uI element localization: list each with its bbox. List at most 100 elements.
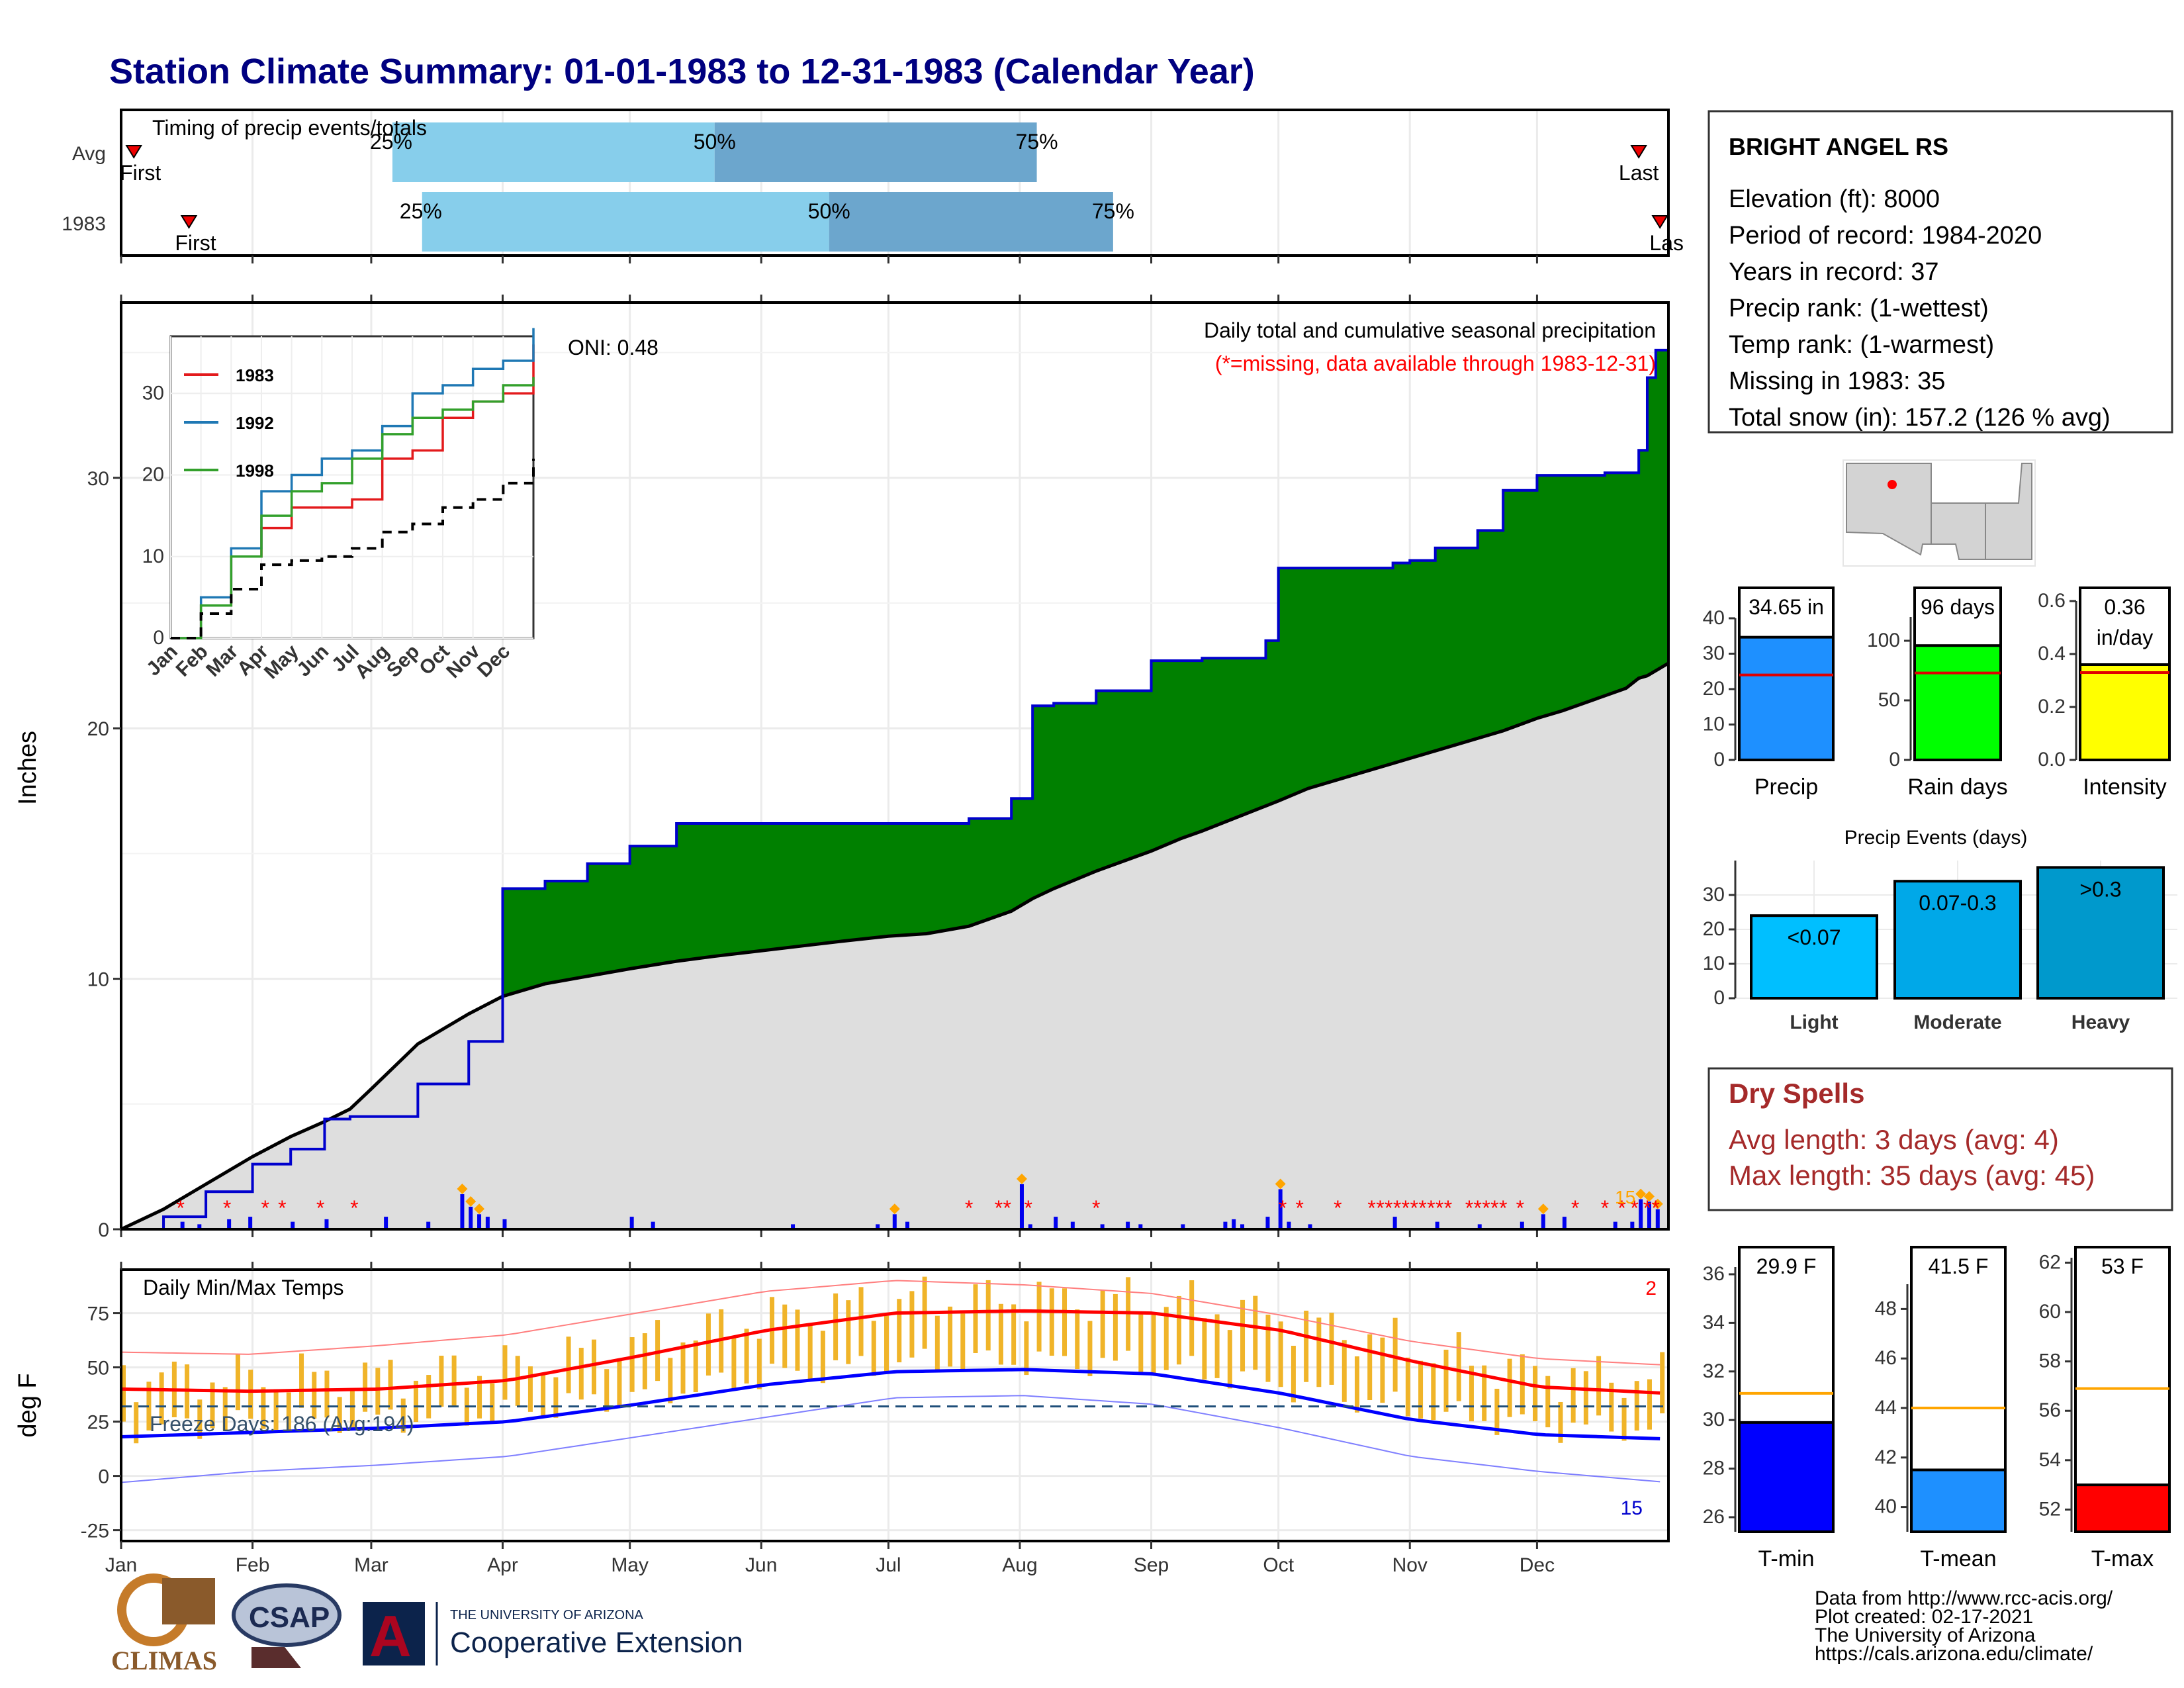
timing-last-label-0: Last [1619, 161, 1659, 185]
climas-logo[interactable]: CLIMAS [111, 1573, 217, 1675]
station-line-temp-rank: Temp rank: (1-warmest) [1729, 331, 1994, 359]
main-y-ticks: 0 10 20 30 [87, 468, 121, 1241]
temp-panel: Daily Min/Max Temps 2 15 Freeze Days: 18… [14, 1262, 1670, 1576]
summary-tick-label-tmax-1: 54 [2039, 1449, 2061, 1471]
summary-value-label-precip: 34.65 in [1749, 595, 1824, 619]
events-tick-label-2: 20 [1703, 918, 1725, 940]
missing-star-24: * [1465, 1196, 1473, 1220]
timing-panel-label: Timing of precip events/totals [152, 116, 427, 140]
summary-tick-label-tmin-3: 32 [1703, 1360, 1725, 1382]
credit-line-1: Data from http://www.rcc-acis.org/ [1815, 1587, 2113, 1609]
temp-range-bar-297 [1380, 1337, 1385, 1403]
temp-range-bar-273 [1278, 1321, 1283, 1387]
daily-bar-22 [1070, 1221, 1075, 1229]
temp-range-bar-222 [1062, 1288, 1068, 1356]
daily-bar-39 [1562, 1217, 1567, 1229]
summary-tick-label-raindays-1: 50 [1878, 689, 1900, 711]
temp-range-bar-99 [541, 1374, 546, 1416]
station-info-box: BRIGHT ANGEL RS Elevation (ft): 8000 Per… [1707, 110, 2173, 434]
temp-range-bar-72 [426, 1375, 432, 1419]
month-label-10: Nov [1392, 1554, 1428, 1576]
temp-range-bar-42 [299, 1353, 304, 1408]
inset-chart: 1983199219980102030JanFebMarAprMayJunJul… [142, 328, 535, 683]
missing-star-32: * [1617, 1196, 1625, 1220]
inset-series-line-3 [171, 458, 535, 639]
temp-range-bar-225 [1075, 1309, 1080, 1370]
temp-range-bar-108 [578, 1348, 584, 1400]
temp-panel-label: Daily Min/Max Temps [143, 1276, 343, 1299]
summary-tick-label-tmax-2: 56 [2039, 1399, 2061, 1421]
station-line-years: Years in record: 37 [1729, 258, 1939, 286]
missing-star-29: * [1516, 1196, 1524, 1220]
missing-star-35: * [1652, 1196, 1660, 1220]
summary-bar-precip [1738, 635, 1835, 761]
missing-star-11: * [1279, 1196, 1287, 1220]
missing-star-4: * [316, 1196, 324, 1220]
events-tick-label-3: 30 [1703, 884, 1725, 906]
daily-bar-43 [1647, 1201, 1651, 1229]
temp-range-bar-312 [1443, 1349, 1449, 1412]
temp-range-bar-60 [375, 1368, 381, 1415]
missing-star-2: * [261, 1196, 269, 1220]
events-bar-1 [1893, 880, 2022, 1000]
summary-tick-label-raindays-2: 100 [1867, 630, 1900, 651]
temp-range-bars [121, 1276, 1665, 1444]
temp-range-bar-123 [642, 1333, 647, 1389]
temp-range-bar-177 [871, 1321, 876, 1376]
main-ytick-label-2: 20 [87, 718, 109, 740]
events-bar-0 [1750, 914, 1878, 1000]
temp-panel-frame [120, 1268, 1670, 1542]
summary-tick-label-precip-4: 40 [1703, 607, 1725, 629]
temp-range-bar-306 [1418, 1360, 1424, 1419]
inset-ytick-2: 20 [142, 464, 164, 486]
timing-first-marker-1 [180, 215, 198, 229]
dry-spells-avg: Avg length: 3 days (avg: 4) [1729, 1124, 2059, 1155]
summary-tick-label-tmax-4: 60 [2039, 1301, 2061, 1323]
summary-tick-label-tmean-4: 48 [1875, 1297, 1897, 1319]
temp-lines [120, 1280, 1668, 1483]
daily-bar-10 [477, 1214, 482, 1229]
temp-range-bar-126 [655, 1320, 660, 1382]
average-precip-area [121, 663, 1668, 1229]
summary-bar-tmax [2074, 1483, 2171, 1534]
summary-xlabel-tmax: T-max [2091, 1546, 2154, 1571]
temp-range-bar-315 [1456, 1332, 1461, 1401]
temp-range-bar-30 [248, 1370, 253, 1419]
summary-bar-raindays [1913, 644, 2002, 762]
ua-logo[interactable]: A THE UNIVERSITY OF ARIZONA Cooperative … [363, 1602, 743, 1669]
temp-range-bar-228 [1087, 1321, 1093, 1376]
temp-range-bar-90 [502, 1345, 508, 1400]
timing-first-marker-0 [125, 145, 142, 159]
daily-bar-37 [1520, 1221, 1524, 1229]
temp-range-bar-291 [1354, 1356, 1359, 1413]
timing-pct-label-0-0: 25% [370, 130, 412, 154]
credit-line-4: https://cals.arizona.edu/climate/ [1815, 1643, 2093, 1665]
missing-star-8: * [1003, 1196, 1011, 1220]
summary-tick-label-tmin-2: 30 [1703, 1409, 1725, 1430]
summary-tick-label-intensity-3: 0.6 [2038, 590, 2066, 612]
temp-range-bar-354 [1621, 1397, 1627, 1441]
temp-range-bar-198 [960, 1313, 966, 1371]
temp-range-bar-339 [1558, 1401, 1563, 1443]
summary-tick-label-tmean-0: 40 [1875, 1496, 1897, 1518]
missing-star-21: * [1427, 1196, 1435, 1220]
daily-bar-21 [1054, 1217, 1058, 1229]
summary-tick-label-tmean-3: 46 [1875, 1347, 1897, 1369]
timing-pct-label-1-1: 50% [808, 199, 850, 223]
ua-logo-a-icon: A [369, 1603, 412, 1669]
daily-bar-34 [1392, 1217, 1397, 1229]
summary-tick-label-raindays-0: 0 [1889, 749, 1900, 771]
timing-panel-frame [120, 109, 1670, 257]
timing-pct-label-1-2: 75% [1092, 199, 1134, 223]
temp-range-bar-210 [1011, 1304, 1017, 1365]
csap-logo[interactable]: CSAP [232, 1583, 341, 1668]
climas-logo-block [162, 1578, 215, 1624]
inset-series-line-1 [171, 328, 535, 639]
observed-cumulative-line [121, 348, 1668, 1231]
dry-spells-max: Max length: 35 days (avg: 45) [1729, 1160, 2095, 1191]
temp-range-bar-174 [858, 1287, 864, 1356]
summary-xlabel-precip: Precip [1754, 774, 1818, 800]
timing-last-label-1: Las [1649, 231, 1684, 255]
daily-bar-31 [1278, 1189, 1283, 1229]
missing-star-23: * [1444, 1196, 1452, 1220]
